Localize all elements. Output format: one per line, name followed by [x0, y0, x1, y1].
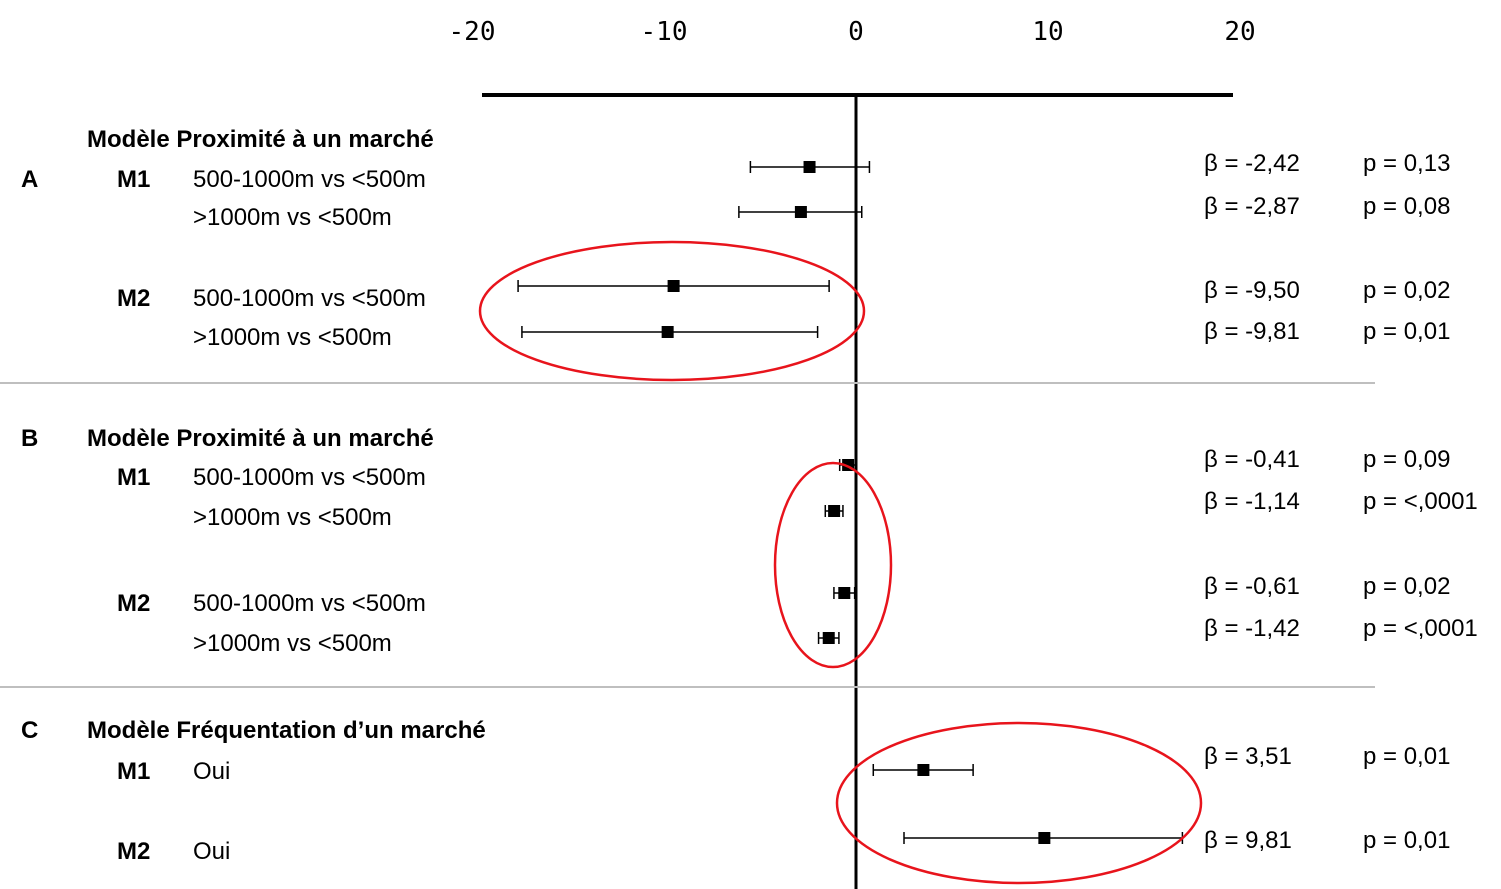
stat-a-m1-r1-beta: β = -2,42 — [1204, 150, 1300, 177]
point-estimate — [794, 206, 807, 218]
x-tick-label: 0 — [848, 17, 864, 47]
section-c-m1-row1-label: Oui — [193, 758, 231, 785]
stat-c-m1-r1-beta: β = 3,51 — [1204, 743, 1292, 770]
point-estimate — [822, 632, 835, 644]
stat-a-m2-r1-p: p = 0,02 — [1363, 277, 1451, 304]
section-a-letter: A — [21, 166, 39, 193]
stat-b-m2-r1-p: p = 0,02 — [1363, 573, 1451, 600]
section-b-m1-label: M1 — [117, 464, 151, 491]
highlight-ellipse-c — [835, 721, 1203, 885]
stat-a-m1-r2-beta: β = -2,87 — [1204, 193, 1300, 220]
x-tick-label: 10 — [1032, 17, 1063, 47]
point-estimate — [917, 764, 930, 776]
section-b-title: Modèle Proximité à un marché — [87, 425, 434, 452]
stat-b-m2-r2-beta: β = -1,42 — [1204, 615, 1300, 642]
section-a-m2-row1-label: 500-1000m vs <500m — [193, 285, 426, 312]
stat-b-m2-r2-p: p = <,0001 — [1363, 615, 1478, 642]
point-estimate — [828, 505, 841, 517]
section-a-m2-label: M2 — [117, 285, 151, 312]
stat-a-m2-r2-p: p = 0,01 — [1363, 318, 1451, 345]
x-tick-label: 20 — [1224, 17, 1255, 47]
section-b-m2-label: M2 — [117, 590, 151, 617]
point-estimate — [661, 326, 674, 338]
section-c-letter: C — [21, 717, 39, 744]
stat-b-m1-r1-beta: β = -0,41 — [1204, 446, 1300, 473]
x-tick-label: -20 — [449, 17, 496, 47]
section-a-m1-label: M1 — [117, 166, 151, 193]
highlight-ellipse-b — [773, 461, 893, 669]
section-c-m2-row1-label: Oui — [193, 838, 231, 865]
stat-b-m1-r1-p: p = 0,09 — [1363, 446, 1451, 473]
stat-c-m1-r1-p: p = 0,01 — [1363, 743, 1451, 770]
point-estimate — [803, 161, 816, 173]
section-c-m1-label: M1 — [117, 758, 151, 785]
point-estimate — [667, 280, 680, 292]
section-b-m2-row1-label: 500-1000m vs <500m — [193, 590, 426, 617]
section-b-m1-row2-label: >1000m vs <500m — [193, 504, 392, 531]
section-c-m2-label: M2 — [117, 838, 151, 865]
x-tick-label: -10 — [641, 17, 688, 47]
stat-b-m2-r1-beta: β = -0,61 — [1204, 573, 1300, 600]
point-estimate — [838, 587, 851, 599]
section-b-letter: B — [21, 425, 39, 452]
section-a-title: Modèle Proximité à un marché — [87, 126, 434, 153]
stat-a-m2-r1-beta: β = -9,50 — [1204, 277, 1300, 304]
section-b-m2-row2-label: >1000m vs <500m — [193, 630, 392, 657]
stat-b-m1-r2-p: p = <,0001 — [1363, 488, 1478, 515]
stat-a-m1-r1-p: p = 0,13 — [1363, 150, 1451, 177]
stat-a-m1-r2-p: p = 0,08 — [1363, 193, 1451, 220]
section-c-title: Modèle Fréquentation d’un marché — [87, 717, 486, 744]
stat-a-m2-r2-beta: β = -9,81 — [1204, 318, 1300, 345]
stat-c-m2-r1-p: p = 0,01 — [1363, 827, 1451, 854]
section-a-m1-row2-label: >1000m vs <500m — [193, 204, 392, 231]
section-a-m1-row1-label: 500-1000m vs <500m — [193, 166, 426, 193]
point-estimate — [1038, 832, 1051, 844]
section-b-m1-row1-label: 500-1000m vs <500m — [193, 464, 426, 491]
section-a-m2-row2-label: >1000m vs <500m — [193, 324, 392, 351]
stat-c-m2-r1-beta: β = 9,81 — [1204, 827, 1292, 854]
stat-b-m1-r2-beta: β = -1,14 — [1204, 488, 1300, 515]
highlight-ellipse-a-m2 — [478, 240, 866, 382]
